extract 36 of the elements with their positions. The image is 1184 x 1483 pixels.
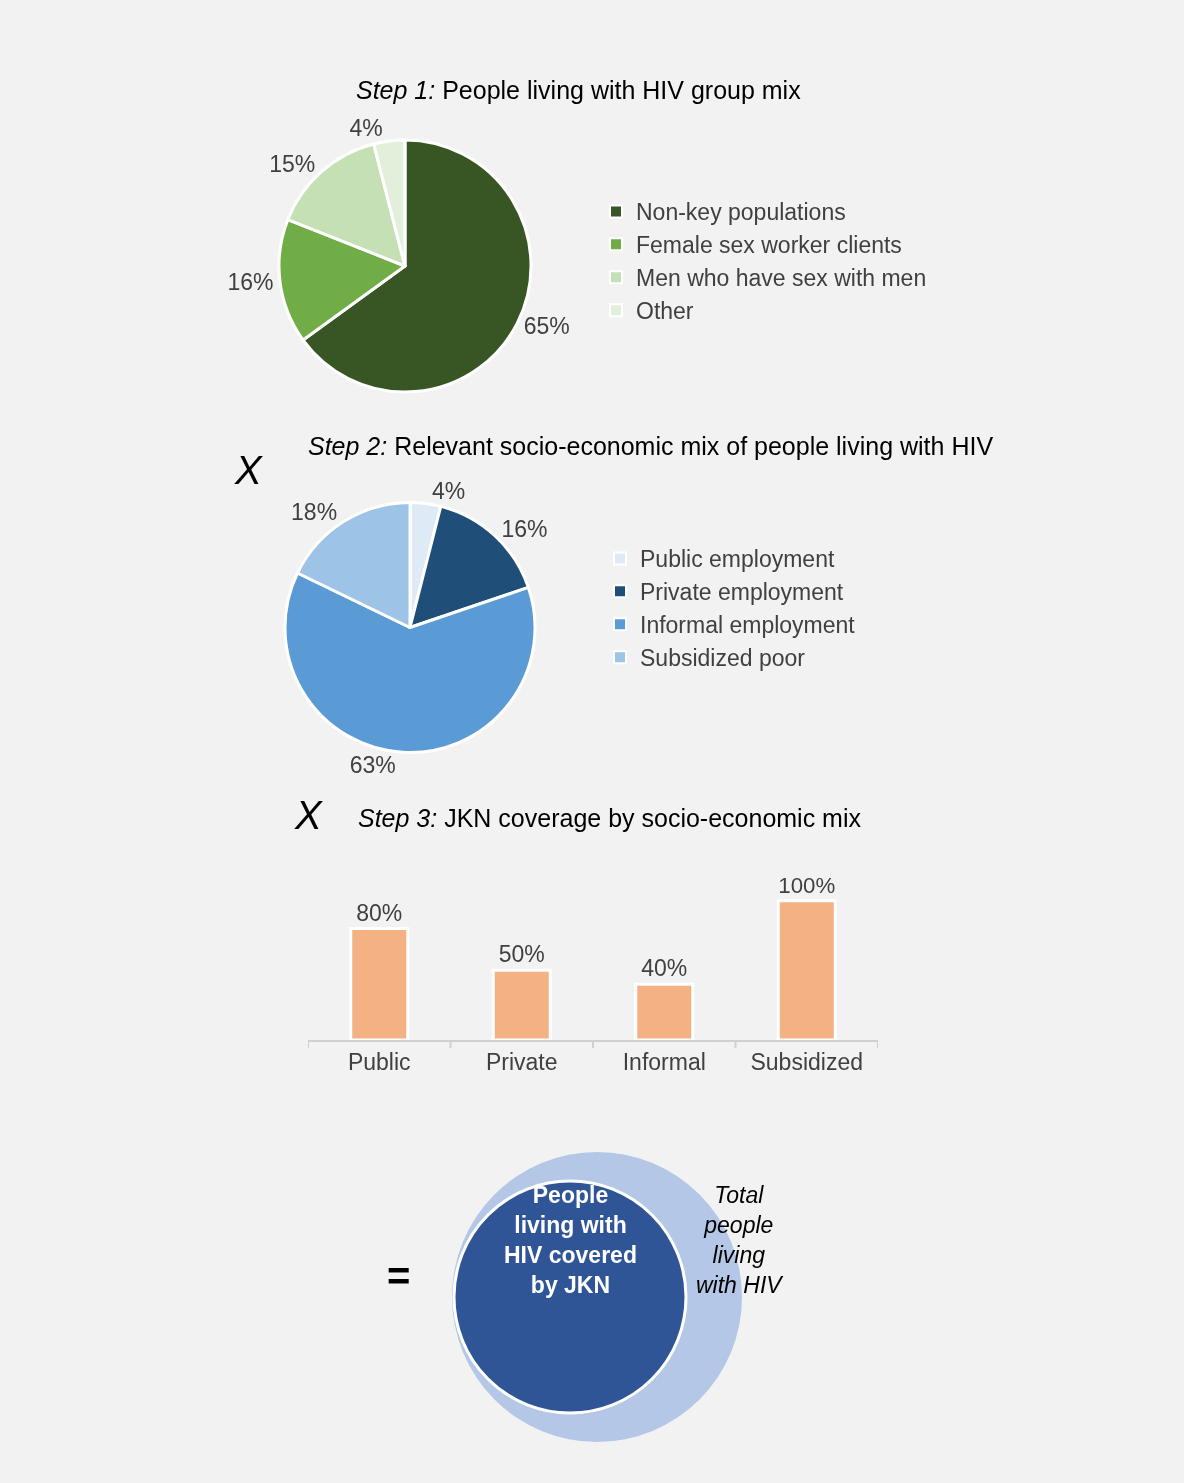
data-label: 100% xyxy=(778,872,836,898)
bar xyxy=(491,968,552,1040)
chart-title: Step 2: Relevant socio-economic mix of people living with HIV xyxy=(308,432,994,460)
bar xyxy=(776,899,837,1040)
chart-title: Step 1: People living with HIV group mix xyxy=(356,76,802,104)
data-label: 4% xyxy=(349,115,383,142)
x-tick-label: Public xyxy=(347,1048,411,1075)
legend-label: Private employment xyxy=(640,579,844,606)
legend-label: Informal employment xyxy=(640,612,856,639)
data-label: 18% xyxy=(291,499,338,526)
data-label: 80% xyxy=(356,899,403,926)
text: = xyxy=(387,1254,411,1298)
text: People living with HIV covered by JKN xyxy=(504,1182,637,1298)
x-tick-label: Informal xyxy=(622,1048,706,1075)
data-label: 63% xyxy=(349,752,396,779)
legend-label: Public employment xyxy=(640,546,835,573)
data-label: 65% xyxy=(523,312,570,339)
text: Total people living with HIV xyxy=(696,1182,785,1298)
chart-title: Step 3: JKN coverage by socio-economic mix xyxy=(358,804,862,832)
x-tick-label: Private xyxy=(485,1048,558,1075)
legend-label: Men who have sex with men xyxy=(636,265,927,292)
text: X xyxy=(234,448,263,492)
bar xyxy=(634,982,695,1040)
data-label: 4% xyxy=(432,477,466,504)
bar xyxy=(349,927,410,1040)
x-tick-label: Subsidized xyxy=(750,1048,864,1075)
data-label: 15% xyxy=(269,151,316,178)
data-label: 40% xyxy=(641,955,688,982)
legend-label: Other xyxy=(636,298,694,325)
legend-label: Female sex worker clients xyxy=(636,232,902,259)
text: X xyxy=(294,793,323,837)
data-label: 16% xyxy=(227,269,274,295)
data-label: 16% xyxy=(501,515,548,542)
data-label: 50% xyxy=(498,941,545,968)
legend-label: Non-key populations xyxy=(636,199,846,226)
legend-label: Subsidized poor xyxy=(640,645,806,672)
